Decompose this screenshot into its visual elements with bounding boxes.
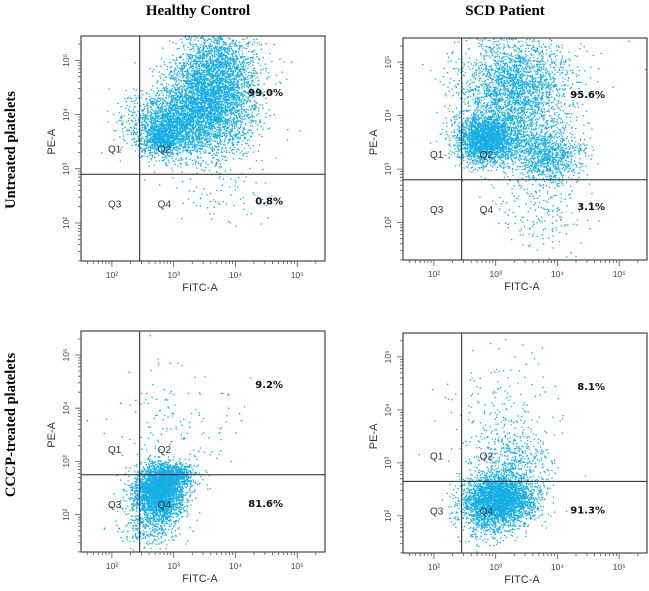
quadrant-label-q3: Q3: [430, 205, 444, 216]
axis-ticks: [397, 45, 639, 266]
x-axis-label: FITC-A: [504, 574, 540, 586]
event-dots: [418, 338, 587, 553]
x-tick-label: 10⁴: [229, 561, 242, 571]
percent-upper-right: 95.6%: [570, 90, 605, 101]
column-title-scd-patient: SCD Patient: [465, 3, 545, 19]
x-tick-label: 10²: [428, 562, 440, 572]
quadrant-label-q4: Q4: [480, 205, 494, 216]
plot-frame: [80, 330, 326, 553]
y-tick-label: 10⁵: [61, 54, 71, 67]
y-tick-label: 10²: [383, 216, 393, 228]
quadrant-label-q2: Q2: [480, 150, 494, 161]
quadrant-label-q1: Q1: [108, 445, 122, 456]
y-tick-label: 10³: [61, 455, 71, 467]
x-tick-label: 10³: [490, 269, 502, 279]
y-tick-label: 10⁴: [61, 108, 71, 121]
x-tick-label: 10³: [168, 561, 180, 571]
percent-upper-right: 8.1%: [577, 382, 605, 393]
x-tick-label: 10⁴: [551, 269, 564, 279]
y-axis-label: PE-A: [46, 421, 58, 447]
quadrant-label-q3: Q3: [108, 199, 122, 210]
x-tick-label: 10⁴: [551, 562, 564, 572]
axis-ticks: [75, 338, 317, 558]
y-tick-label: 10⁵: [383, 350, 393, 363]
percent-lower-right: 91.3%: [570, 505, 605, 516]
percent-lower-right: 81.6%: [248, 499, 283, 510]
y-tick-label: 10²: [61, 508, 71, 520]
event-dots: [101, 36, 301, 227]
percent-lower-right: 3.1%: [577, 202, 605, 213]
quadrant-label-q3: Q3: [108, 500, 122, 511]
axis-ticks: [75, 43, 317, 267]
percent-upper-right: 99.0%: [248, 88, 283, 99]
x-tick-label: 10⁵: [291, 561, 304, 571]
event-dots: [86, 335, 262, 551]
x-tick-label: 10⁴: [229, 270, 242, 280]
plot-frame: [402, 332, 648, 554]
y-tick-label: 10⁴: [383, 109, 393, 122]
event-dot-cloud: [86, 335, 262, 551]
percent-upper-right: 9.2%: [255, 380, 283, 391]
quadrant-label-q1: Q1: [108, 144, 122, 155]
quadrant-label-q1: Q1: [430, 451, 444, 462]
axis-ticks: [397, 340, 639, 559]
column-title-healthy-control: Healthy Control: [146, 3, 250, 19]
panel-cccp-healthy: 10² 10² 10³ 10³ 10⁴ 10⁴ 10⁵ 10⁵ FITC-A PE-A Q1 Q2 Q3…: [46, 330, 326, 585]
x-axis-label: FITC-A: [182, 573, 218, 585]
x-tick-label: 10⁵: [291, 270, 304, 280]
x-tick-label: 10⁵: [613, 269, 626, 279]
y-axis-label: PE-A: [368, 423, 380, 449]
event-dot-cloud: [418, 338, 587, 553]
quadrant-label-q2: Q2: [158, 144, 172, 155]
y-tick-label: 10³: [383, 457, 393, 469]
x-tick-label: 10³: [490, 562, 502, 572]
quadrant-label-q3: Q3: [430, 506, 444, 517]
x-axis-label: FITC-A: [182, 282, 218, 294]
x-axis-label: FITC-A: [504, 281, 540, 293]
quadrant-label-q4: Q4: [158, 500, 172, 511]
percent-lower-right: 0.8%: [255, 196, 283, 207]
x-tick-label: 10²: [428, 269, 440, 279]
quadrant-label-q4: Q4: [158, 199, 172, 210]
x-tick-label: 10⁵: [613, 562, 626, 572]
y-tick-label: 10⁵: [61, 349, 71, 362]
quadrant-label-q2: Q2: [158, 445, 172, 456]
event-dot-cloud: [101, 36, 301, 227]
y-tick-label: 10⁵: [383, 56, 393, 69]
y-tick-label: 10⁴: [61, 401, 71, 414]
x-tick-label: 10²: [106, 270, 118, 280]
y-axis-label: PE-A: [46, 128, 58, 154]
quadrant-label-q4: Q4: [480, 506, 494, 517]
y-tick-label: 10²: [61, 217, 71, 229]
event-dots: [422, 37, 647, 260]
y-tick-label: 10³: [383, 163, 393, 175]
x-tick-label: 10²: [106, 561, 118, 571]
quadrant-label-q1: Q1: [430, 150, 444, 161]
row-title-cccp-treated: CCCP-treated platelets: [3, 353, 19, 498]
event-dot-cloud: [422, 37, 647, 260]
y-tick-label: 10⁴: [383, 403, 393, 416]
panel-untreated-scd: 10² 10² 10³ 10³ 10⁴ 10⁴ 10⁵ 10⁵ FITC-A PE-A Q1 Q2 Q3…: [368, 37, 648, 293]
x-tick-label: 10³: [168, 270, 180, 280]
y-axis-label: PE-A: [368, 129, 380, 155]
y-tick-label: 10²: [383, 510, 393, 522]
quadrant-label-q2: Q2: [480, 451, 494, 462]
panel-untreated-healthy: 10² 10² 10³ 10³ 10⁴ 10⁴ 10⁵ 10⁵ FITC-A PE-A Q1 Q2 Q3…: [46, 35, 326, 294]
row-title-untreated: Untreated platelets: [3, 91, 19, 209]
y-tick-label: 10³: [61, 162, 71, 174]
panel-cccp-scd: 10² 10² 10³ 10³ 10⁴ 10⁴ 10⁵ 10⁵ FITC-A PE-A Q1 Q2 Q3…: [368, 332, 648, 586]
